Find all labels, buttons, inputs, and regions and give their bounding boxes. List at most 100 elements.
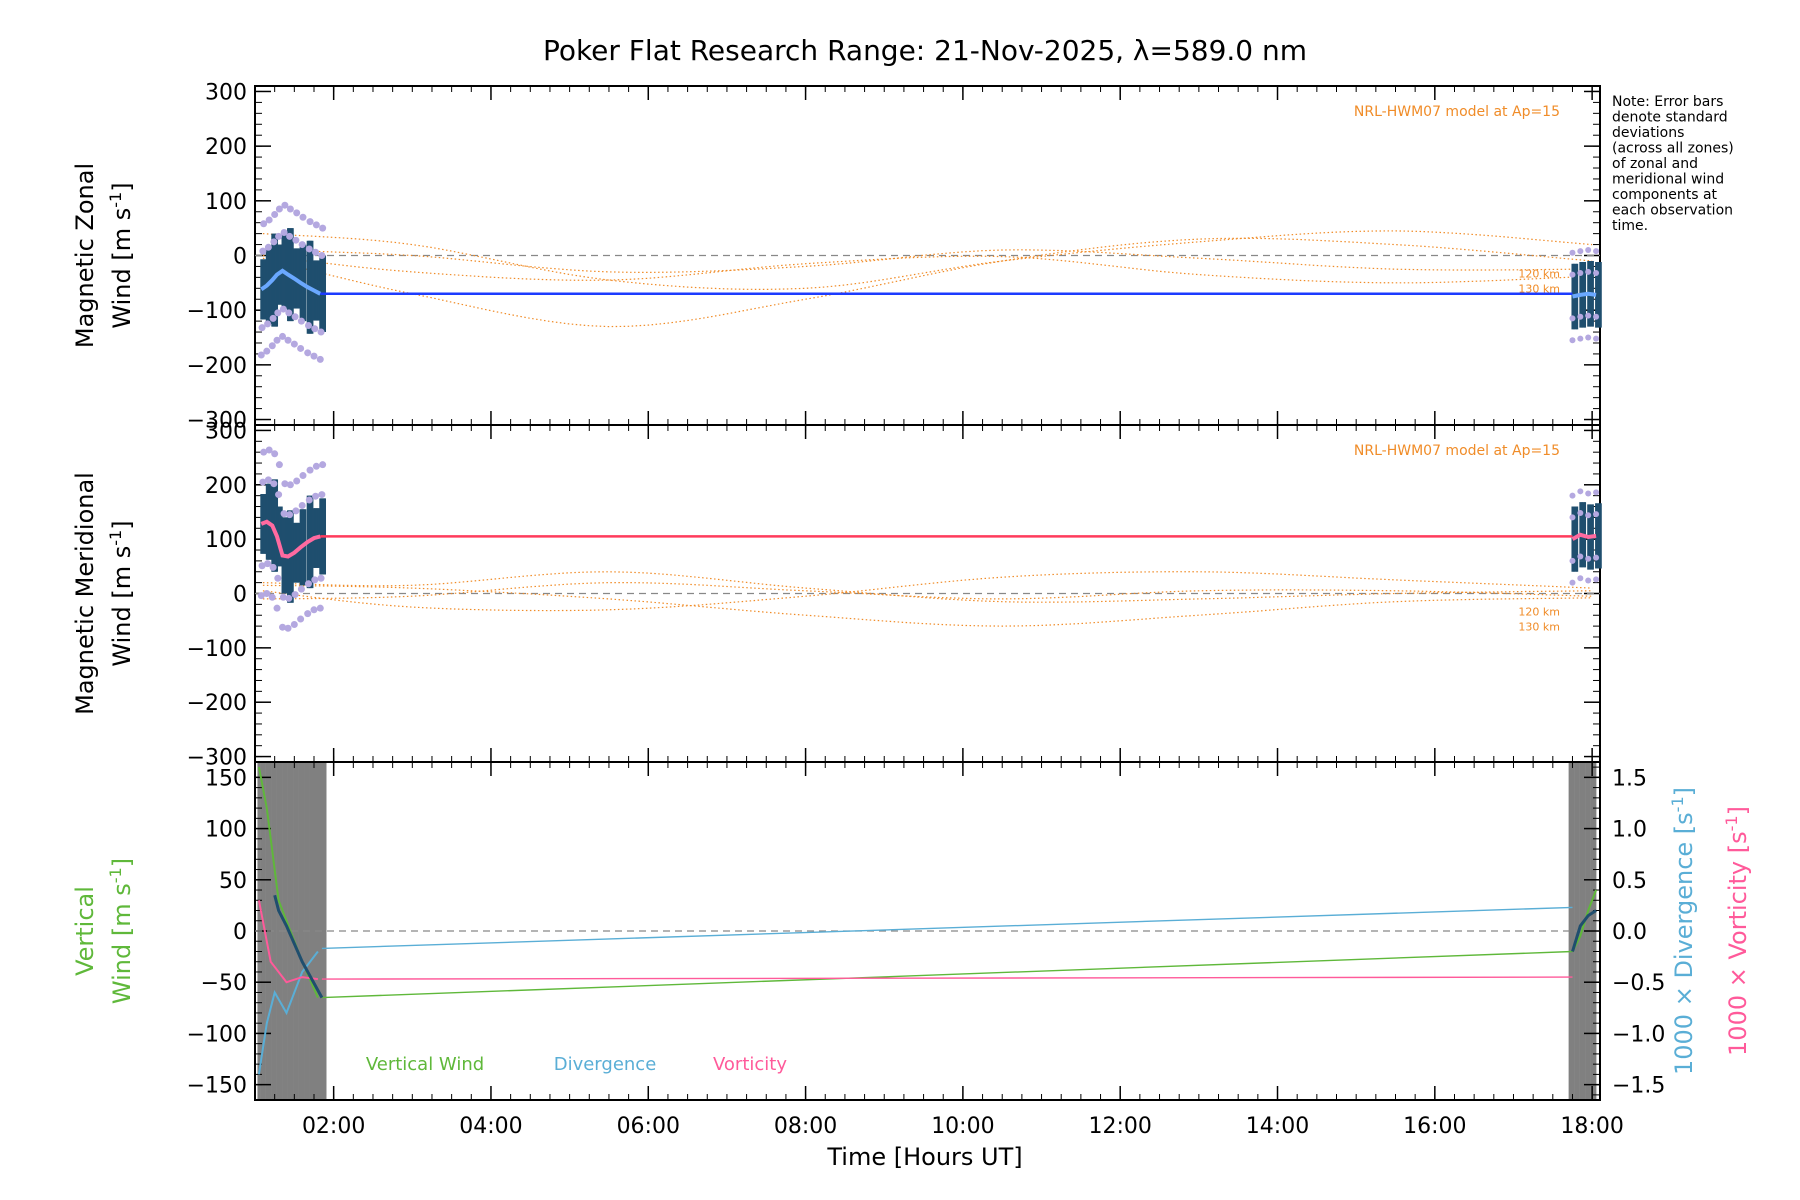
y2-tick-label: −1.5 (1612, 1074, 1665, 1099)
zone-point (270, 480, 278, 488)
zone-point (316, 604, 324, 612)
zone-point (312, 248, 320, 256)
note-line: each observation (1612, 203, 1733, 219)
legend-entry: Vertical Wind (366, 1054, 484, 1075)
zone-point (268, 342, 276, 350)
zone-point (304, 610, 312, 618)
note-line: (across all zones) (1612, 141, 1734, 157)
zone-point (260, 448, 268, 456)
zone-point (279, 332, 287, 340)
y-tick-label: 0 (233, 245, 247, 270)
meridional-panel: −300 −200 −100 0 100 200 300 NRL-HWM07 model at… (71, 419, 1602, 771)
zone-point (1569, 249, 1576, 256)
zone-point (304, 580, 312, 588)
zone-point (304, 349, 312, 357)
horizontal-wind-series (1571, 909, 1597, 952)
zone-point (271, 210, 279, 218)
zone-point (285, 594, 293, 602)
zone-point (319, 224, 327, 232)
model-curve (262, 254, 1593, 284)
zone-point (257, 351, 265, 359)
zone-point (317, 328, 325, 336)
zone-point (1577, 248, 1584, 255)
zone-point (280, 510, 288, 518)
note-line: of zonal and (1612, 156, 1698, 172)
zone-point (1569, 271, 1576, 278)
zone-point (274, 574, 282, 582)
zone-point (284, 624, 292, 632)
note-line: deviations (1612, 125, 1684, 141)
zone-point (260, 220, 268, 228)
y-axis-label-bottom: Wind [m s-1] (106, 858, 136, 1004)
zone-point (297, 615, 305, 623)
zone-point (291, 313, 299, 321)
zone-point (298, 501, 306, 509)
legend-entry: Vorticity (713, 1054, 787, 1075)
zone-point (312, 221, 320, 229)
zone-point (293, 209, 301, 217)
x-tick-labels: 02:00 04:00 06:00 08:00 10:00 12:00 14:00 16:00… (302, 1114, 1624, 1139)
zone-point (293, 477, 301, 485)
zone-point (298, 241, 306, 249)
zone-point (305, 496, 313, 504)
x-tick-label: 10:00 (931, 1114, 994, 1139)
zone-point (290, 620, 298, 628)
note-line: Note: Error bars (1612, 94, 1723, 110)
zone-point (275, 232, 283, 240)
zone-point (319, 461, 327, 469)
zone-point (312, 492, 320, 500)
zone-point (318, 491, 326, 499)
wind-series (1572, 291, 1597, 299)
zone-point (285, 309, 293, 317)
note-line: components at (1612, 187, 1718, 203)
zone-point (304, 321, 312, 329)
zone-point (290, 340, 298, 348)
zone-point (273, 604, 281, 612)
note-line: denote standard (1612, 110, 1728, 126)
zone-point (1593, 269, 1600, 276)
zone-point (1593, 248, 1600, 255)
y-tick-label: −150 (187, 1074, 247, 1099)
zone-point (269, 314, 277, 322)
zone-point (299, 472, 307, 480)
x-tick-label: 02:00 (302, 1114, 365, 1139)
zone-point (286, 481, 294, 489)
zone-point (1577, 488, 1584, 495)
y-tick-label: 200 (205, 135, 247, 160)
zone-point (281, 201, 289, 209)
zone-point (1593, 511, 1600, 518)
y-tick-label: −100 (187, 299, 247, 324)
y2-axis-label-vorticity: 1000 × Vorticity [s-1] (1722, 806, 1752, 1056)
zone-point (280, 229, 288, 237)
zone-point (264, 243, 272, 251)
zone-point (297, 344, 305, 352)
model-level-label: 120 km (1518, 606, 1560, 619)
y2-tick-label: −1.0 (1612, 1022, 1665, 1047)
y-tick-label: 300 (205, 419, 247, 444)
zone-point (1585, 577, 1592, 584)
zone-point (286, 511, 294, 519)
zone-point (312, 462, 320, 470)
zonal-panel: −300 −200 −100 0 100 200 300 NRL-HWM07 model at… (71, 80, 1602, 434)
zone-point (263, 590, 271, 597)
zone-point (310, 352, 318, 360)
zone-point (1577, 510, 1584, 517)
zone-point (292, 236, 300, 244)
y-tick-label: 0 (233, 583, 247, 608)
model-curve (262, 571, 1593, 603)
y-tick-label: 200 (205, 474, 247, 499)
zone-point (265, 216, 273, 224)
zone-point (1585, 334, 1592, 341)
model-label: NRL-HWM07 model at Ap=15 (1354, 104, 1560, 120)
zone-point (275, 491, 283, 499)
zone-point (1577, 313, 1584, 320)
x-tick-label: 14:00 (1246, 1114, 1309, 1139)
zone-point (1569, 315, 1576, 322)
zone-point (292, 507, 300, 515)
vorticity-line (321, 976, 1573, 980)
x-tick-label: 08:00 (774, 1114, 837, 1139)
zone-point (1585, 268, 1592, 275)
zone-point (291, 591, 299, 599)
note-line: meridional wind (1612, 172, 1724, 188)
y-axis-label-top: Magnetic Zonal (71, 163, 99, 348)
